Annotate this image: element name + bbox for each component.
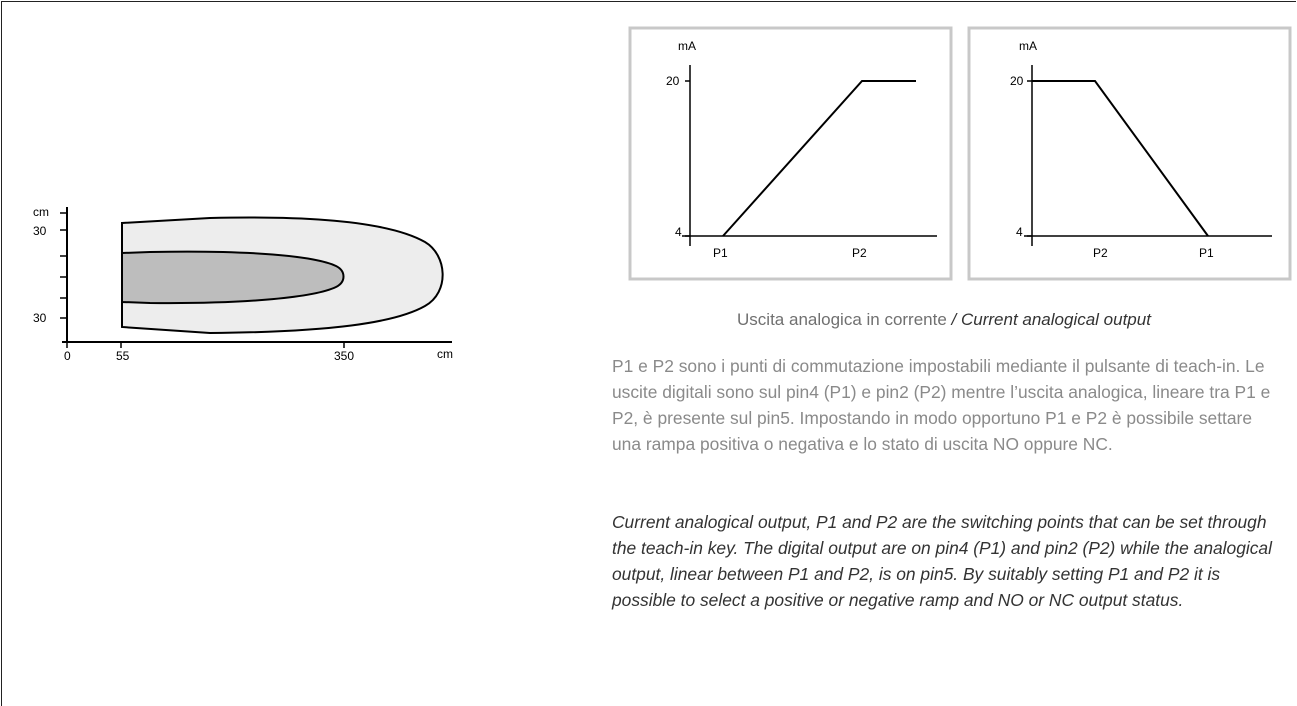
beam-y-tick-label: 30 — [33, 224, 47, 238]
beam-x-tick-marks — [66, 342, 345, 348]
chart-y-tick-label: 4 — [1016, 225, 1023, 239]
beam-x-tick-label: 350 — [334, 349, 354, 363]
chart-x-tick-label: P1 — [713, 246, 728, 260]
description-english: Current analogical output, P1 and P2 are… — [612, 512, 1272, 610]
chart-frame — [967, 26, 1292, 281]
figure-caption: Uscita analogica in corrente / Current a… — [614, 309, 1274, 331]
beam-x-unit: cm — [437, 347, 453, 361]
caption-italian: Uscita analogica in corrente — [737, 310, 947, 329]
chart-x-tick-label: P2 — [1093, 246, 1108, 260]
chart-y-unit: mA — [678, 39, 696, 53]
beam-diagram: cm 30 30 0 55 350 cm — [33, 205, 453, 363]
chart-y-tick-label: 4 — [675, 225, 682, 239]
chart-negative-ramp: mA 20 4 P2 P1 — [967, 26, 1292, 281]
caption-english: Current analogical output — [960, 310, 1151, 329]
beam-y-tick-marks — [60, 212, 67, 319]
description-italian: P1 e P2 sono i punti di commutazione imp… — [612, 356, 1271, 454]
chart-x-tick-label: P1 — [1199, 246, 1214, 260]
chart-x-tick-label: P2 — [852, 246, 867, 260]
ramp-series-line — [722, 80, 916, 237]
chart-y-unit: mA — [1019, 39, 1037, 53]
ramp-series-line — [1032, 80, 1209, 237]
chart-y-tick-label: 20 — [1010, 74, 1024, 88]
chart-y-tick-label: 20 — [666, 74, 680, 88]
beam-y-tick-label: 30 — [33, 311, 47, 325]
caption-separator: / — [946, 310, 961, 329]
beam-x-tick-label: 0 — [64, 349, 71, 363]
chart-positive-ramp: mA 20 4 P1 P2 — [628, 26, 953, 281]
inner-detection-zone — [121, 250, 345, 305]
chart-frame — [628, 26, 953, 281]
beam-x-tick-label: 55 — [116, 349, 130, 363]
beam-y-unit: cm — [33, 205, 49, 219]
